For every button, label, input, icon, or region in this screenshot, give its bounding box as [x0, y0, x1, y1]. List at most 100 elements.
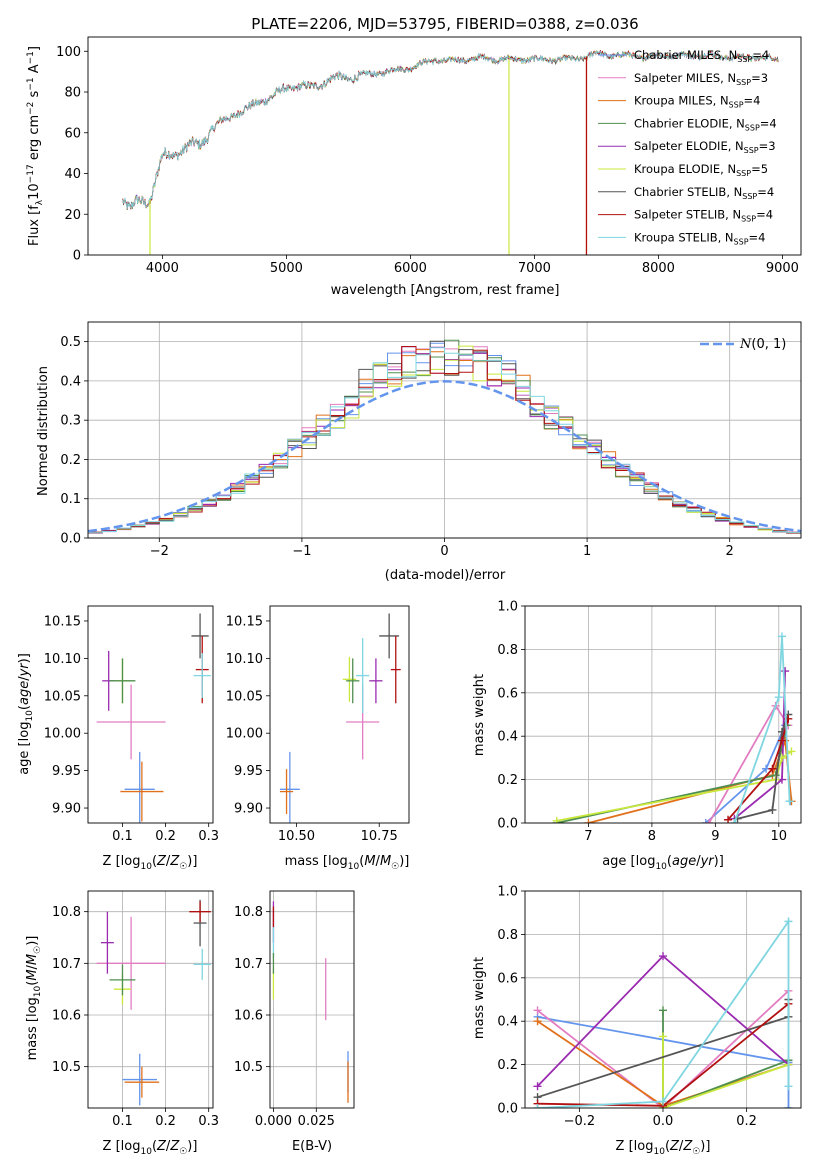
y-tick-label: 0.0 [497, 1102, 518, 1117]
x-tick-label: 9000 [766, 261, 799, 276]
axes-frame [524, 605, 802, 824]
spectrum-panel: 4000 5000 6000 7000 8000 9000 0 20 40 60 80 100 Chab… [56, 36, 802, 276]
x-tick-label: 10 [771, 829, 788, 844]
y-tick-label: 0.2 [497, 1058, 518, 1073]
x-tick-label: 0.000 [255, 1114, 292, 1129]
x-tick-label: 9 [711, 829, 719, 844]
axes-frame [524, 890, 802, 1109]
weight-marker-kroupa_stelib [774, 693, 783, 702]
weight-marker-chabrier_stelib [768, 805, 777, 814]
mass-z-xlabel: Z [log10(Z/Z☉)] [103, 1139, 198, 1157]
y-tick-label: 0.0 [497, 817, 518, 832]
weight-marker-kroupa_elodie [787, 747, 796, 756]
y-tick-label: 0.8 [497, 643, 518, 658]
y-tick-label: 0.3 [60, 414, 81, 429]
x-tick-label: 7000 [518, 261, 551, 276]
legend-label: Salpeter STELIB, NSSP=4 [634, 208, 773, 224]
y-tick-label: 10.5 [52, 1060, 81, 1075]
y-tick-label: 10.05 [226, 689, 263, 704]
age-mass-xlabel: mass [log10(M/M☉)] [285, 854, 410, 872]
weight-marker-salpeter_stelib [777, 736, 786, 745]
weight-marker-salpeter_elodie [659, 952, 667, 961]
weight-z-ylabel: mass weight [472, 957, 487, 1039]
x-tick-label: 0 [440, 544, 448, 559]
weight-marker-kroupa_stelib [784, 1082, 793, 1091]
weight-age-ylabel: mass weight [472, 674, 487, 756]
x-tick-label: 0.2 [155, 1114, 176, 1129]
y-tick-label: 9.95 [234, 764, 263, 779]
x-tick-label: 2 [726, 544, 734, 559]
weight-marker-kroupa_miles [584, 819, 593, 823]
weight-marker-salpeter_stelib [768, 764, 777, 773]
weight-marker-chabrier_miles [701, 819, 710, 823]
x-tick-label: −1 [292, 544, 311, 559]
y-tick-label: 10.8 [52, 905, 81, 920]
weight-marker-salpeter_miles [705, 819, 713, 823]
weight-line-kroupa_stelib [537, 918, 790, 1108]
weight-line-kroupa_elodie [662, 1036, 789, 1108]
weight-line-kroupa_stelib [733, 636, 791, 823]
x-tick-label: 0.2 [736, 1114, 757, 1129]
y-tick-label: 10.5 [234, 1060, 263, 1075]
mass-vs-metallicity-panel: 0.1 0.2 0.3 10.5 10.6 10.7 10.8 [52, 890, 219, 1129]
x-tick-label: 5000 [270, 261, 303, 276]
x-tick-label: 0.025 [298, 1114, 335, 1129]
y-tick-label: 100 [56, 45, 81, 60]
mass-z-ylabel: mass [log10(M/M☉)] [25, 936, 43, 1061]
weight-marker-kroupa_stelib [730, 819, 739, 823]
x-tick-label: 4000 [146, 261, 179, 276]
legend-label: Chabrier ELODIE, NSSP=4 [634, 116, 777, 132]
mass-ebv-xlabel: E(B-V) [292, 1139, 332, 1154]
y-tick-label: 0 [73, 249, 81, 264]
y-tick-label: 0.4 [497, 730, 518, 745]
x-tick-label: −0.2 [564, 1114, 596, 1129]
legend-label: N(0, 1) [739, 337, 786, 352]
x-tick-label: 8000 [642, 261, 675, 276]
weight-marker-kroupa_miles [533, 1017, 542, 1026]
x-tick-label: 10.50 [278, 829, 315, 844]
weight-marker-kroupa_stelib [659, 1097, 667, 1106]
y-tick-label: 1.0 [497, 885, 518, 900]
weight-marker-kroupa_elodie [659, 1032, 667, 1041]
axes-frame [87, 605, 214, 824]
x-tick-label: 0.1 [112, 829, 133, 844]
weight-marker-kroupa_stelib [785, 797, 794, 806]
y-tick-label: 10.05 [44, 689, 81, 704]
y-tick-label: 10.15 [226, 614, 263, 629]
x-tick-label: 0.2 [155, 829, 176, 844]
age-z-ylabel: age [log10(age/yr)] [17, 653, 35, 775]
y-tick-label: 0.6 [497, 686, 518, 701]
histogram-step-kroupa_stelib [88, 347, 801, 535]
weight-marker-salpeter_elodie [781, 667, 790, 676]
age-vs-mass-panel: 10.50 10.75 9.90 9.95 10.00 10.05 10.10 10.15 [226, 605, 410, 844]
y-tick-label: 0.6 [497, 971, 518, 986]
y-tick-label: 60 [64, 126, 81, 141]
age-z-xlabel: Z [log10(Z/Z☉)] [103, 854, 198, 872]
y-tick-label: 0.2 [60, 453, 81, 468]
weight-marker-kroupa_stelib [777, 632, 786, 641]
weight-line-salpeter_stelib [727, 718, 790, 821]
y-tick-label: 0.1 [60, 492, 81, 507]
spectrum-legend: Chabrier MILES, NSSP=4 Salpeter MILES, NS… [598, 48, 777, 246]
y-tick-label: 10.00 [44, 727, 81, 742]
y-tick-label: 9.90 [234, 802, 263, 817]
weight-marker-kroupa_stelib [784, 917, 793, 926]
axes-frame [87, 36, 802, 256]
y-tick-label: 1.0 [497, 600, 518, 615]
y-tick-label: 80 [64, 86, 81, 101]
x-tick-label: 7 [584, 829, 592, 844]
y-tick-label: 10.10 [226, 652, 263, 667]
y-tick-label: 0.8 [497, 928, 518, 943]
y-tick-label: 0.5 [60, 335, 81, 350]
y-tick-label: 0.4 [60, 374, 81, 389]
weight-age-xlabel: age [log10(age/yr)] [602, 854, 724, 872]
weight-line-chabrier_stelib [737, 714, 790, 820]
y-tick-label: 10.00 [226, 727, 263, 742]
weight-z-xlabel: Z [log10(Z/Z☉)] [616, 1139, 711, 1157]
legend-label: Chabrier MILES, NSSP=4 [634, 48, 769, 64]
axes-frame [269, 890, 355, 1109]
age-vs-metallicity-panel: 0.1 0.2 0.3 9.90 9.95 10.00 10.05 10.10 10.15 [44, 605, 219, 844]
x-tick-label: 0.0 [653, 1114, 674, 1129]
y-tick-label: 10.7 [234, 957, 263, 972]
